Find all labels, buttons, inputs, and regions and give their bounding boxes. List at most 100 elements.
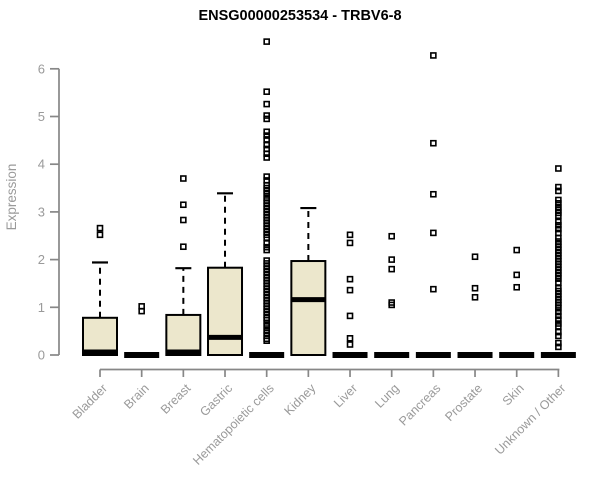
outlier-point [263, 323, 270, 330]
outlier-point [346, 341, 354, 348]
outlier-point [263, 337, 270, 344]
outlier-point [96, 224, 104, 232]
outlier-point [346, 239, 354, 247]
outlier-point [555, 183, 562, 191]
outlier-point [180, 243, 187, 251]
x-tick-label: Gastric [197, 381, 235, 419]
x-tick-label: Liver [331, 381, 360, 410]
outlier-point [346, 231, 354, 239]
outlier-point [263, 88, 270, 95]
box [290, 260, 327, 357]
outlier-point [555, 234, 562, 242]
outlier-point [555, 165, 562, 172]
box [82, 316, 118, 357]
outlier-point [555, 328, 562, 336]
outlier-point [180, 216, 187, 224]
outlier-point [471, 253, 479, 261]
x-tick-label: Breast [158, 381, 194, 417]
outlier-point [555, 187, 562, 195]
outlier-point [263, 173, 270, 180]
flat-box-at-zero [457, 352, 493, 358]
outlier-point [346, 335, 354, 342]
outlier-point [388, 265, 395, 273]
y-tick-label: 6 [38, 61, 45, 76]
outlier-point [555, 229, 562, 237]
flat-box-at-zero [540, 352, 576, 358]
outlier-point [430, 52, 437, 59]
y-tick-label: 1 [38, 300, 45, 315]
y-tick-label: 4 [38, 157, 45, 172]
outlier-point [263, 128, 270, 136]
flat-box-at-zero [332, 352, 368, 358]
outlier-point [263, 154, 270, 161]
flat-box-at-zero [124, 352, 160, 358]
outlier-point [430, 285, 437, 293]
outlier-point [263, 100, 270, 108]
chart-title: ENSG00000253534 - TRBV6-8 [198, 8, 401, 24]
y-tick-label: 3 [38, 204, 45, 219]
y-tick-label: 2 [38, 252, 45, 267]
outlier-point [555, 304, 562, 312]
y-tick-label: 0 [38, 348, 45, 363]
y-axis-title: Expression [4, 164, 19, 231]
y-tick-label: 5 [38, 109, 45, 124]
box [165, 313, 202, 357]
outlier-point [430, 139, 437, 147]
outlier-point [555, 225, 562, 233]
outlier-point [430, 190, 437, 198]
x-tick-label: Bladder [70, 381, 110, 421]
outlier-point [513, 246, 521, 254]
outlier-point [263, 112, 270, 119]
outlier-point [555, 200, 562, 207]
outlier-point [555, 339, 562, 347]
outlier-point [263, 190, 270, 198]
x-tick-label: Skin [500, 381, 527, 408]
flat-box-at-zero [415, 352, 451, 358]
outlier-point [555, 212, 562, 220]
outlier-point [346, 286, 354, 294]
x-tick-label: Unknown / Other [492, 381, 568, 457]
outlier-point [471, 293, 479, 301]
outlier-point [180, 201, 187, 209]
outlier-point [388, 256, 395, 263]
x-tick-label: Kidney [282, 381, 319, 418]
outlier-point [263, 246, 270, 254]
box [207, 266, 244, 357]
outlier-point [513, 271, 521, 279]
outlier-point [555, 332, 562, 340]
outlier-point [138, 303, 145, 310]
outlier-point [263, 115, 270, 123]
outlier-point [263, 240, 270, 247]
outlier-point [346, 312, 354, 320]
outlier-point [263, 150, 270, 158]
flat-box-at-zero [499, 352, 535, 358]
outlier-point [263, 132, 270, 139]
plot-area [82, 38, 576, 358]
outlier-point [263, 141, 270, 149]
outlier-point [471, 284, 479, 292]
outlier-point [555, 279, 562, 286]
outlier-point [388, 299, 395, 306]
outlier-point [346, 275, 354, 283]
outlier-point [555, 196, 562, 204]
flat-box-at-zero [249, 352, 285, 358]
outlier-point [555, 343, 562, 351]
outlier-point [263, 316, 270, 324]
x-tick-label: Prostate [442, 381, 485, 424]
outlier-point [513, 283, 521, 291]
outlier-point [430, 229, 437, 237]
outlier-point [555, 218, 562, 226]
y-axis: 0 1 2 3 4 5 6 [38, 61, 60, 363]
outlier-point [555, 275, 562, 282]
x-tick-label: Hematopoietic cells [190, 381, 277, 468]
outlier-point [555, 316, 562, 324]
outlier-point [180, 175, 187, 182]
flat-box-at-zero [374, 352, 410, 358]
x-tick-label: Lung [372, 381, 402, 411]
outlier-point [555, 308, 562, 316]
x-tick-label: Brain [121, 381, 152, 412]
outlier-point [263, 136, 270, 143]
